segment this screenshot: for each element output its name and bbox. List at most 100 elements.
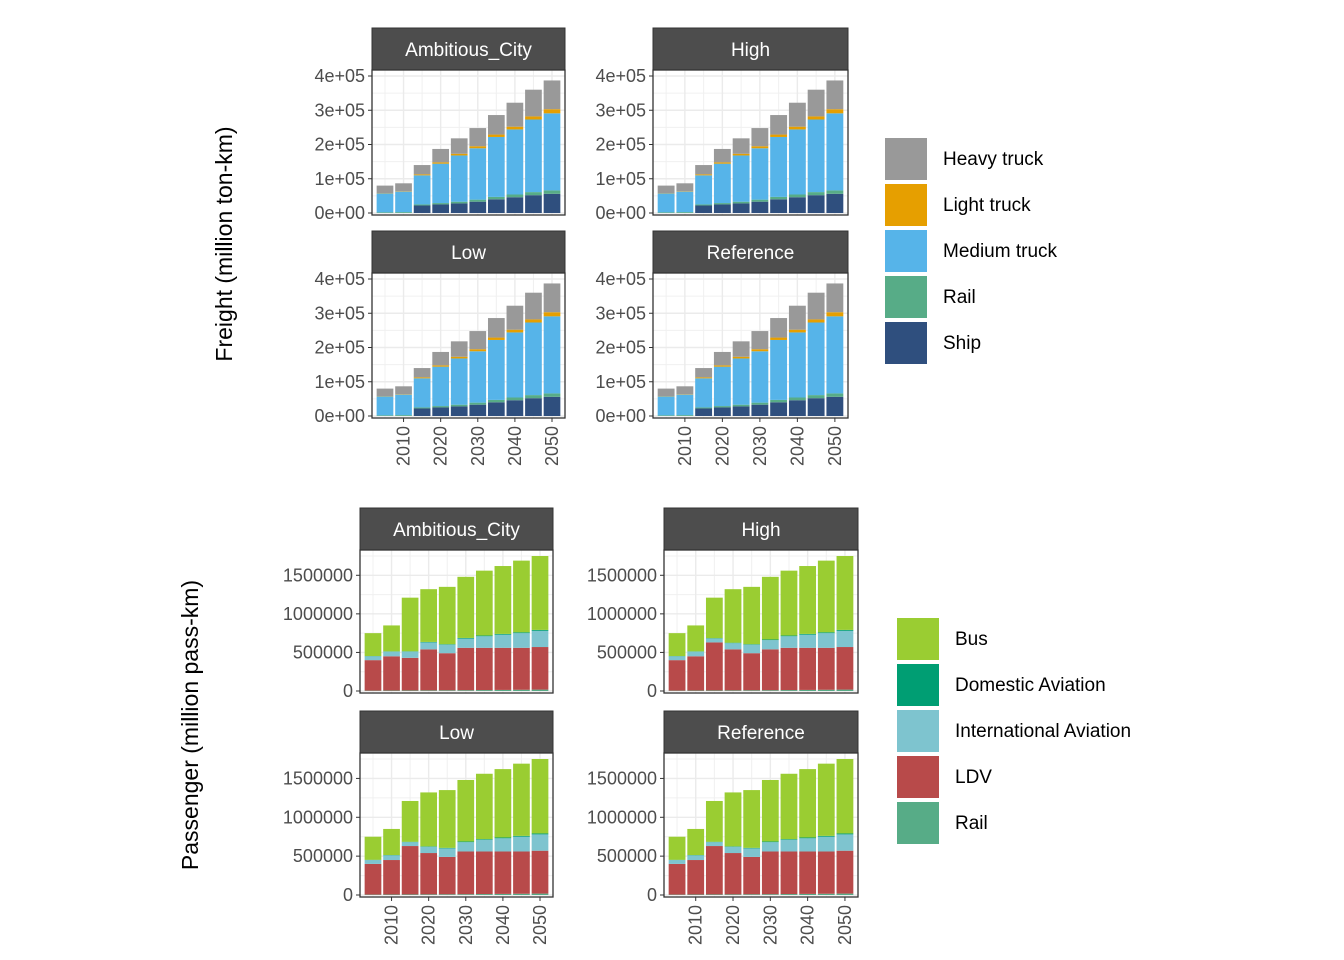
bar-bus-2010 xyxy=(383,625,400,652)
bar-domestic-aviation-2035 xyxy=(475,839,493,840)
bar-ldv-2030 xyxy=(457,851,475,895)
y-tick-label: 3e+05 xyxy=(314,303,365,323)
legend-key-ldv xyxy=(897,756,939,798)
y-axis: 0e+00 1e+05 2e+05 3e+05 4e+05 xyxy=(595,269,653,426)
bar-medium-truck-2005 xyxy=(376,396,394,416)
bar-rail-2010 xyxy=(395,415,412,416)
bar-ship-2040 xyxy=(506,197,524,213)
bar-rail-2020 xyxy=(724,690,742,691)
bar-bus-2040 xyxy=(494,566,512,634)
bar-ldv-2020 xyxy=(420,649,438,691)
bar-international-aviation-2030 xyxy=(457,842,475,852)
facet-label: Reference xyxy=(717,723,805,744)
bar-ldv-2025 xyxy=(743,653,761,691)
bar-rail-2025 xyxy=(450,201,468,204)
bar-rail-2010 xyxy=(395,212,412,213)
bar-rail-2035 xyxy=(780,690,798,691)
bar-domestic-aviation-2030 xyxy=(457,637,475,639)
bar-bus-2045 xyxy=(817,560,835,633)
y-tick-label: 500000 xyxy=(597,642,657,662)
bar-bus-2025 xyxy=(743,586,761,645)
legend-key-light-truck xyxy=(885,184,927,226)
y-axis: 0 500000 1000000 1500000 xyxy=(283,768,360,905)
bar-ship-2030 xyxy=(751,201,769,213)
bar-ldv-2010 xyxy=(383,860,400,895)
bar-medium-truck-2015 xyxy=(413,175,431,205)
bar-light-truck-2030 xyxy=(751,349,769,352)
y-tick-label: 0e+00 xyxy=(595,406,646,426)
bar-ldv-2050 xyxy=(836,647,854,690)
bar-international-aviation-2020 xyxy=(420,642,438,650)
bar-heavy-truck-2050 xyxy=(543,283,561,313)
bar-international-aviation-2005 xyxy=(364,656,382,661)
bars xyxy=(657,283,844,416)
bar-heavy-truck-2050 xyxy=(826,80,844,110)
panel-border xyxy=(359,752,554,898)
bar-light-truck-2025 xyxy=(732,153,750,156)
bar-rail-2015 xyxy=(705,690,723,691)
bar-international-aviation-2045 xyxy=(817,836,835,852)
bar-rail-2015 xyxy=(705,894,723,895)
bar-heavy-truck-2025 xyxy=(450,138,468,154)
bar-bus-2015 xyxy=(705,597,723,639)
bar-rail-2020 xyxy=(420,894,438,895)
bar-rail-2035 xyxy=(475,690,493,691)
bar-heavy-truck-2040 xyxy=(788,102,806,127)
bar-light-truck-2040 xyxy=(788,126,806,130)
bar-domestic-aviation-2050 xyxy=(531,833,549,835)
y-axis: 0e+00 1e+05 2e+05 3e+05 4e+05 xyxy=(314,269,372,426)
bar-ldv-2035 xyxy=(780,647,798,691)
bar-international-aviation-2045 xyxy=(817,633,835,648)
bar-medium-truck-2020 xyxy=(432,366,450,407)
bar-ship-2035 xyxy=(487,402,505,416)
bar-rail-2050 xyxy=(826,393,844,397)
bar-medium-truck-2050 xyxy=(543,113,561,191)
bar-ldv-2040 xyxy=(494,851,512,894)
bar-bus-2045 xyxy=(513,763,530,836)
facet-label: Low xyxy=(439,723,474,744)
bar-ldv-2005 xyxy=(364,863,382,895)
bar-medium-truck-2045 xyxy=(807,119,825,193)
x-axis: 2010 2020 2030 2040 2050 xyxy=(675,418,845,466)
x-tick-label: 2050 xyxy=(542,426,562,466)
bar-domestic-aviation-2050 xyxy=(836,833,854,835)
bar-ship-2025 xyxy=(732,203,750,213)
bar-ship-2045 xyxy=(525,398,542,416)
bar-rail-2030 xyxy=(761,690,779,691)
bar-domestic-aviation-2025 xyxy=(438,847,456,849)
x-tick-label: 2010 xyxy=(394,426,414,466)
bar-ship-2015 xyxy=(413,408,431,416)
bar-heavy-truck-2045 xyxy=(807,292,825,320)
bar-bus-2005 xyxy=(668,836,686,860)
bar-ship-2015 xyxy=(413,205,431,213)
facet-strip xyxy=(359,507,554,551)
bar-domestic-aviation-2025 xyxy=(743,847,761,849)
bar-medium-truck-2030 xyxy=(469,351,487,403)
bar-heavy-truck-2025 xyxy=(732,138,750,154)
bar-light-truck-2035 xyxy=(770,337,788,340)
bar-rail-2025 xyxy=(743,894,761,895)
bar-medium-truck-2045 xyxy=(525,322,542,396)
x-tick-label: 2040 xyxy=(798,905,818,945)
bar-domestic-aviation-2045 xyxy=(513,632,530,634)
bar-domestic-aviation-2030 xyxy=(761,639,779,641)
panel-high: High 0e+00 1e+05 2e+05 3e+05 4e+05 xyxy=(595,27,849,223)
bar-medium-truck-2040 xyxy=(506,332,524,398)
x-tick-label: 2020 xyxy=(723,905,743,945)
bar-ldv-2040 xyxy=(799,647,817,690)
legend-label: Heavy truck xyxy=(943,149,1044,170)
bar-medium-truck-2005 xyxy=(657,193,675,213)
y-axis-title: Freight (million ton-km) xyxy=(211,126,237,361)
bar-rail-2035 xyxy=(780,894,798,895)
bar-ldv-2030 xyxy=(457,647,475,691)
bar-rail-2030 xyxy=(457,690,475,691)
panel-border xyxy=(663,549,859,694)
bar-heavy-truck-2045 xyxy=(525,292,542,320)
bar-light-truck-2035 xyxy=(770,134,788,137)
bar-light-truck-2050 xyxy=(826,312,844,317)
bar-rail-2045 xyxy=(513,893,530,895)
bar-ldv-2050 xyxy=(531,850,549,894)
bar-domestic-aviation-2050 xyxy=(836,629,854,631)
bar-ldv-2030 xyxy=(761,649,779,691)
bar-light-truck-2015 xyxy=(695,174,713,176)
